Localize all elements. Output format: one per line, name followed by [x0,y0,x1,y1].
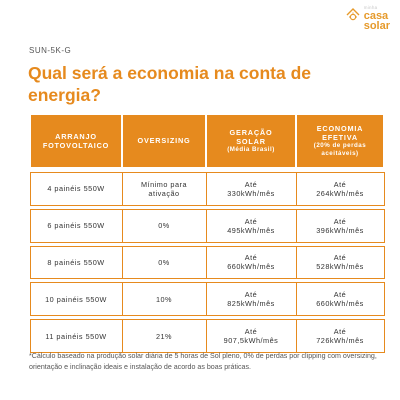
cell-oversizing: 0% [121,208,207,243]
header-arranjo-line1: ARRANJO [55,131,97,141]
header-geracao-line1: GERAÇÃO [229,128,273,138]
footnote: *Cálculo baseado na produção solar diári… [29,352,377,371]
header-economia-line1: ECONOMIA [316,124,364,134]
cell-geracao: Até 660kWh/mês [205,245,297,280]
cell-economia-prefix: Até [333,290,347,300]
table-header-row: ARRANJO FOTOVOLTAICO OVERSIZING GERAÇÃO … [29,113,385,169]
cell-economia: Até 726kWh/mês [295,319,385,353]
cell-economia-value: 264kWh/mês [316,188,364,198]
logo-solar-text: solar [363,19,390,32]
cell-geracao-value: 495kWh/mês [227,225,275,235]
table-row: 4 painéis 550W Mínimo para ativação Até 3… [29,172,385,206]
cell-arranjo: 6 painéis 550W [29,208,123,243]
cell-economia-value: 396kWh/mês [316,225,364,235]
cell-economia: Até 264kWh/mês [295,172,385,206]
cell-geracao-value: 825kWh/mês [227,299,275,309]
header-economia-line2: EFETIVA [322,133,358,143]
header-economia-sub: (20% de perdas aceitáveis) [313,142,367,158]
cell-geracao: Até 907,5kWh/mês [205,319,297,353]
cell-arranjo: 10 painéis 550W [29,282,123,317]
logo-casa-text: casa [363,9,389,22]
header-arranjo: ARRANJO FOTOVOLTAICO [29,113,123,169]
cell-geracao-prefix: Até [244,326,258,336]
cell-economia-value: 726kWh/mês [316,336,364,346]
cell-geracao-prefix: Até [244,253,258,263]
model-code: SUN-5K-G [29,46,72,55]
cell-economia-value: 528kWh/mês [316,262,364,272]
cell-oversizing: 0% [121,245,207,280]
cell-economia-prefix: Até [333,179,347,189]
cell-arranjo: 4 painéis 550W [29,172,123,206]
table-row: 6 painéis 550W 0% Até 495kWh/mês Até 396kW… [29,208,385,243]
header-arranjo-line2: FOTOVOLTAICO [42,141,110,150]
page-title: Qual será a economia na conta de energia… [28,63,312,105]
cell-geracao: Até 495kWh/mês [205,208,297,243]
cell-geracao-value: 907,5kWh/mês [223,336,279,346]
cell-arranjo: 8 painéis 550W [29,245,123,280]
header-geracao-sub: (Média Brasil) [227,146,275,154]
cell-geracao-prefix: Até [244,216,258,226]
cell-oversizing: Mínimo para ativação [121,172,207,206]
cell-geracao-value: 660kWh/mês [227,262,275,272]
cell-economia: Até 660kWh/mês [295,282,385,317]
cell-economia-prefix: Até [333,253,347,263]
cell-economia: Até 528kWh/mês [295,245,385,280]
header-geracao-line2: SOLAR [236,137,266,147]
header-economia: ECONOMIA EFETIVA (20% de perdas aceitáve… [295,113,385,169]
economy-table: ARRANJO FOTOVOLTAICO OVERSIZING GERAÇÃO … [29,113,385,353]
cell-oversizing: 10% [121,282,207,317]
table-row: 8 painéis 550W 0% Até 660kWh/mês Até 528kW… [29,245,385,280]
cell-geracao-value: 330kWh/mês [227,188,275,198]
header-oversizing-line1: OVERSIZING [137,136,191,146]
sun-house-icon [346,8,360,21]
cell-geracao: Até 825kWh/mês [205,282,297,317]
cell-geracao: Até 330kWh/mês [205,172,297,206]
cell-oversizing: 21% [121,319,207,353]
cell-economia-value: 660kWh/mês [316,299,364,309]
cell-economia-prefix: Até [333,216,347,226]
table-row: 11 painéis 550W 21% Até 907,5kWh/mês Até 7… [29,319,385,353]
header-oversizing: OVERSIZING [121,113,207,169]
cell-economia: Até 396kWh/mês [295,208,385,243]
header-geracao: GERAÇÃO SOLAR (Média Brasil) [205,113,297,169]
cell-geracao-prefix: Até [244,290,258,300]
cell-geracao-prefix: Até [244,179,258,189]
cell-economia-prefix: Até [333,326,347,336]
cell-arranjo: 11 painéis 550W [29,319,123,353]
table-row: 10 painéis 550W 10% Até 825kWh/mês Até 660… [29,282,385,317]
brand-logo: minha casa solar [345,5,390,32]
logo-small-text: minha [363,5,378,10]
